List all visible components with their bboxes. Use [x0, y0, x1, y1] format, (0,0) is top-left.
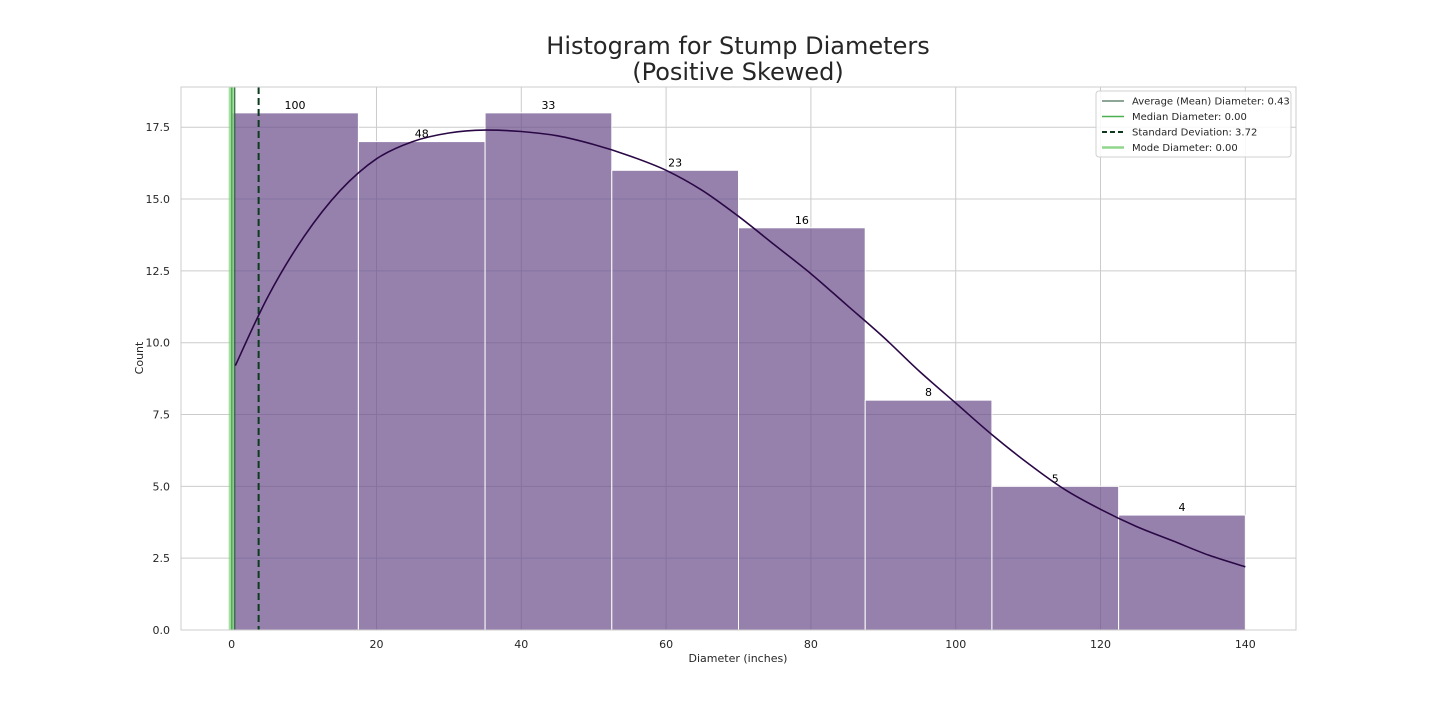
y-tick-label: 15.0: [146, 193, 171, 206]
bar-count-label: 33: [541, 99, 555, 112]
x-tick-label: 120: [1090, 638, 1111, 651]
y-tick-label: 2.5: [153, 552, 171, 565]
x-tick-label: 0: [228, 638, 235, 651]
plot-frame: [180, 86, 1297, 631]
x-tick-label: 80: [804, 638, 818, 651]
legend: Average (Mean) Diameter: 0.43 Median Diam…: [1095, 90, 1292, 158]
histogram-bar: [864, 399, 993, 631]
kde-curve: [234, 129, 1246, 568]
x-tick-label: 100: [945, 638, 966, 651]
legend-label: Average (Mean) Diameter: 0.43: [1132, 97, 1290, 108]
legend-label: Standard Deviation: 3.72: [1132, 128, 1257, 139]
x-tick-label: 40: [514, 638, 528, 651]
tick-labels: 0 20 40 60 80 100 120 140 0.0 2.5 5.0 7.5 10.0 12.5 15…: [146, 121, 1256, 651]
bar-count-label: 48: [415, 128, 429, 141]
bar-count-label: 16: [795, 214, 809, 227]
y-tick-label: 7.5: [153, 409, 171, 422]
histogram-bar: [611, 169, 740, 631]
bar-count-label: 5: [1052, 472, 1059, 485]
histogram-bar: [1118, 514, 1246, 631]
bar-count-label: 8: [925, 386, 932, 399]
chart-title-line-2: (Positive Skewed): [632, 58, 844, 86]
legend-label: Median Diameter: 0.00: [1132, 112, 1247, 123]
y-axis-label: Count: [133, 341, 146, 374]
x-tick-label: 20: [369, 638, 383, 651]
y-tick-label: 17.5: [146, 121, 171, 134]
x-tick-label: 140: [1235, 638, 1256, 651]
histogram-bar: [738, 227, 866, 631]
legend-box: [1095, 90, 1292, 158]
x-tick-label: 60: [659, 638, 673, 651]
y-tick-label: 12.5: [146, 265, 171, 278]
y-tick-label: 5.0: [153, 480, 171, 493]
legend-label: Mode Diameter: 0.00: [1132, 143, 1238, 154]
statistic-lines: [228, 87, 260, 630]
x-axis-label: Diameter (inches): [689, 652, 788, 665]
histogram-bars: [231, 112, 1246, 631]
bar-labels: 100 48 33 23 16 8 5 4: [285, 99, 1186, 514]
y-tick-label: 0.0: [153, 624, 171, 637]
bar-count-label: 23: [668, 156, 682, 169]
bar-count-label: 4: [1178, 501, 1185, 514]
histogram-bar: [484, 112, 613, 631]
kde-curve-group: [234, 129, 1246, 568]
histogram-bar: [357, 141, 486, 631]
histogram-bar: [231, 112, 359, 631]
y-tick-label: 10.0: [146, 337, 171, 350]
chart-title-line-1: Histogram for Stump Diameters: [546, 32, 929, 60]
bar-count-label: 100: [285, 99, 306, 112]
histogram-bar: [991, 485, 1120, 631]
